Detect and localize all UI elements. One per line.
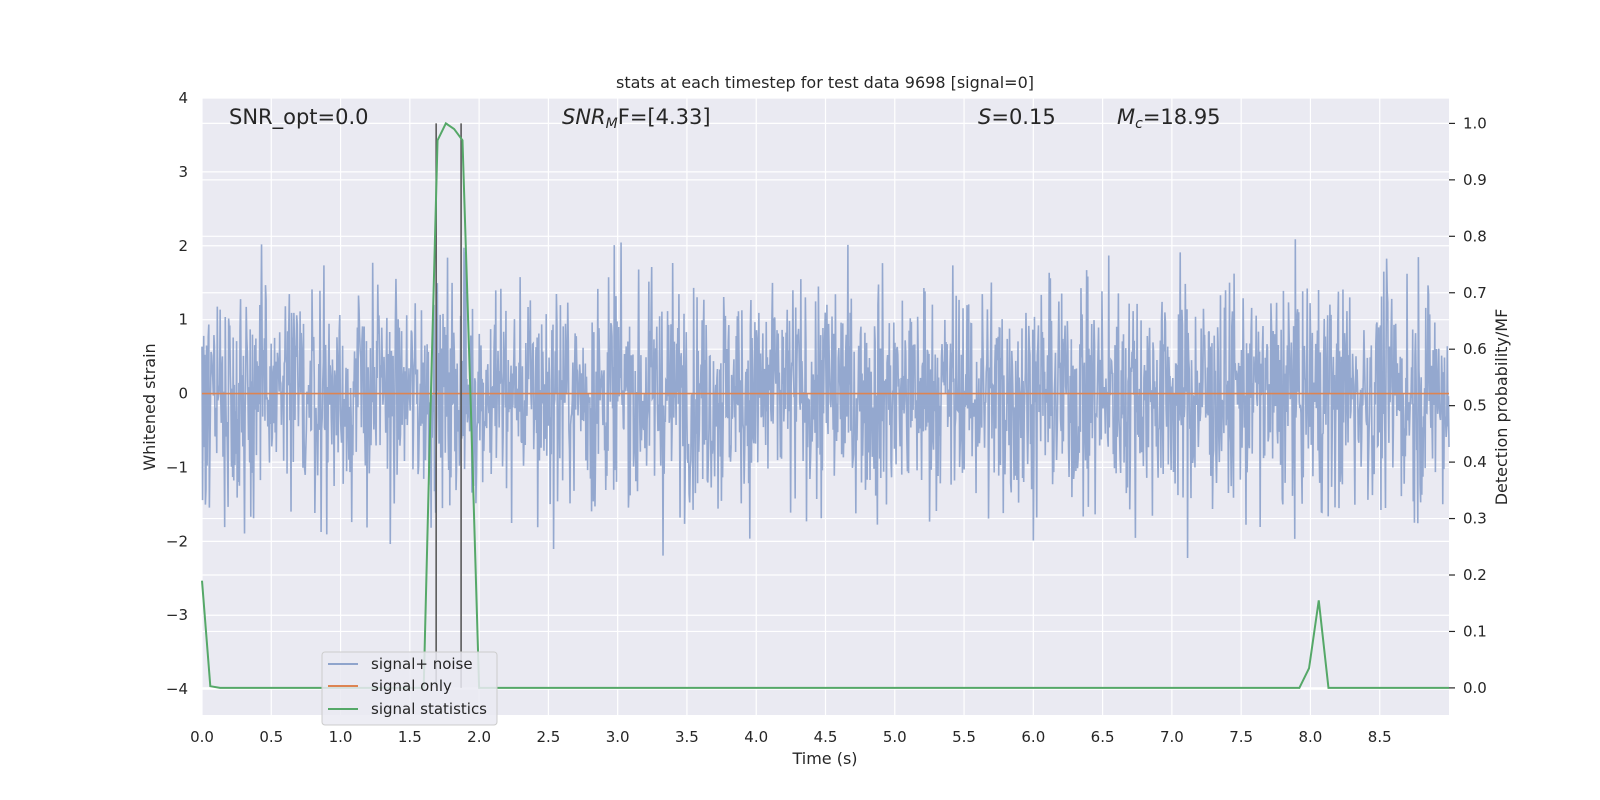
- y2-axis-label: Detection probability/MF: [1492, 309, 1511, 506]
- y-tick-label: 4: [178, 89, 188, 107]
- x-tick-label: 2.0: [467, 728, 491, 746]
- y2-tick-label: 0.1: [1463, 622, 1487, 640]
- y-tick-label: 0: [178, 385, 188, 403]
- signal-noise-series: [201, 239, 1450, 558]
- annotation-snr-mf-symbol: SNR: [562, 105, 606, 129]
- annotation-snr-opt: SNR_opt=0.0: [229, 105, 369, 130]
- y-tick-label: 2: [178, 237, 188, 255]
- x-tick-label: 6.0: [1021, 728, 1045, 746]
- y2-tick-label: 0.2: [1463, 566, 1487, 584]
- y2-tick-label: 0.5: [1463, 397, 1487, 415]
- annotation-snr-mf-subscript: M: [606, 116, 618, 132]
- legend-box: [321, 651, 498, 726]
- y-tick-label: 3: [178, 163, 188, 181]
- y2-tick-label: 0.7: [1463, 284, 1487, 302]
- y2-tick-label: 1.0: [1463, 114, 1487, 132]
- annotation-snr-mf-value: F=[4.33]: [618, 105, 711, 129]
- y2-tick-label: 0.0: [1463, 679, 1487, 697]
- signal-noise-line: [201, 239, 1450, 558]
- y-tick-label: −1: [166, 458, 188, 476]
- y-tick-label: −4: [166, 680, 188, 698]
- legend-label-signal-only: signal only: [371, 677, 452, 695]
- x-tick-label: 5.0: [883, 728, 907, 746]
- legend: signal+ noise signal only signal statist…: [321, 651, 498, 726]
- annotation-mc-value: =18.95: [1143, 105, 1221, 129]
- x-tick-label: 5.5: [952, 728, 976, 746]
- x-tick-label: 7.5: [1229, 728, 1253, 746]
- y2-tick-labels: 1.0 0.9 0.8 0.7 0.6 0.5 0.4 0.3 0.2 0.1 0.0: [1449, 114, 1487, 697]
- x-tick-label: 3.5: [675, 728, 699, 746]
- x-tick-labels: 0.0 0.5 1.0 1.5 2.0 2.5 3.0 3.5 4.0 4.5 5.0 5.5 6.0 6…: [190, 728, 1392, 746]
- y2-tick-label: 0.8: [1463, 227, 1487, 245]
- annotation-s: S=0.15: [978, 105, 1056, 129]
- legend-label-signal-statistics: signal statistics: [371, 700, 487, 718]
- legend-label-signal-noise: signal+ noise: [371, 655, 473, 673]
- x-tick-label: 8.5: [1368, 728, 1392, 746]
- chart-title: stats at each timestep for test data 969…: [616, 73, 1034, 92]
- annotation-snr-mf: SNRMF=[4.33]: [562, 105, 711, 132]
- y-axis-label: Whitened strain: [140, 343, 159, 470]
- annotation-s-symbol: S: [978, 105, 991, 129]
- y2-tick-label: 0.4: [1463, 453, 1487, 471]
- x-tick-label: 0.0: [190, 728, 214, 746]
- x-tick-label: 0.5: [259, 728, 283, 746]
- x-tick-label: 6.5: [1091, 728, 1115, 746]
- y2-tick-label: 0.3: [1463, 510, 1487, 528]
- y-tick-label: −2: [166, 532, 188, 550]
- y2-tick-label: 0.6: [1463, 340, 1487, 358]
- x-axis-label: Time (s): [791, 749, 857, 768]
- y-tick-labels: 4 3 2 1 0 −1 −2 −3 −4: [166, 89, 188, 698]
- x-tick-label: 1.5: [398, 728, 422, 746]
- annotation-mc-symbol: M: [1117, 105, 1135, 129]
- y2-tick-label: 0.9: [1463, 171, 1487, 189]
- x-tick-label: 7.0: [1160, 728, 1184, 746]
- x-tick-label: 8.0: [1299, 728, 1323, 746]
- x-tick-label: 4.5: [814, 728, 838, 746]
- x-tick-label: 1.0: [329, 728, 353, 746]
- y-tick-label: 1: [178, 311, 188, 329]
- x-tick-label: 4.0: [744, 728, 768, 746]
- x-tick-label: 3.0: [606, 728, 630, 746]
- x-tick-label: 2.5: [536, 728, 560, 746]
- annotation-s-value: =0.15: [991, 105, 1055, 129]
- y-tick-label: −3: [166, 606, 188, 624]
- annotation-mc: Mc=18.95: [1117, 105, 1221, 132]
- annotation-mc-subscript: c: [1135, 116, 1143, 132]
